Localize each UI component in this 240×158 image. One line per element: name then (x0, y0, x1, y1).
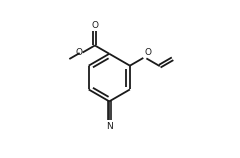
Text: O: O (91, 21, 98, 30)
Text: O: O (144, 48, 151, 57)
Text: N: N (106, 122, 113, 131)
Text: O: O (75, 48, 82, 57)
